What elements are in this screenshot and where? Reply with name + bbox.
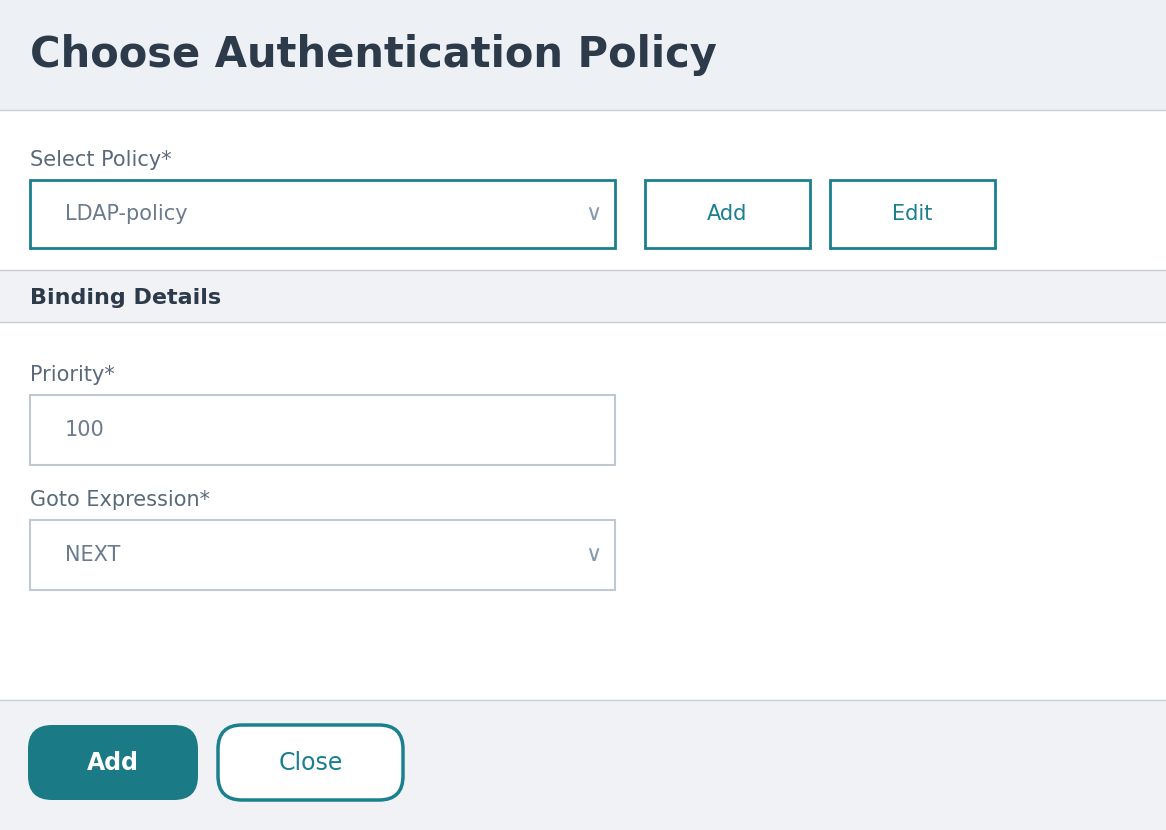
FancyBboxPatch shape	[830, 180, 995, 248]
FancyBboxPatch shape	[0, 0, 1166, 110]
Text: Choose Authentication Policy: Choose Authentication Policy	[30, 34, 717, 76]
Text: Edit: Edit	[892, 204, 933, 224]
Text: Add: Add	[87, 750, 139, 774]
Text: Goto Expression*: Goto Expression*	[30, 490, 210, 510]
FancyBboxPatch shape	[645, 180, 810, 248]
Text: Select Policy*: Select Policy*	[30, 150, 171, 170]
FancyBboxPatch shape	[30, 520, 614, 590]
FancyBboxPatch shape	[218, 725, 403, 800]
Text: Add: Add	[708, 204, 747, 224]
Text: Binding Details: Binding Details	[30, 288, 222, 308]
Text: ∨: ∨	[585, 204, 602, 224]
Text: ∨: ∨	[585, 545, 602, 565]
FancyBboxPatch shape	[0, 700, 1166, 830]
FancyBboxPatch shape	[30, 395, 614, 465]
Text: Priority*: Priority*	[30, 365, 114, 385]
Text: 100: 100	[65, 420, 105, 440]
FancyBboxPatch shape	[28, 725, 198, 800]
Text: Close: Close	[279, 750, 343, 774]
Text: LDAP-policy: LDAP-policy	[65, 204, 188, 224]
Text: NEXT: NEXT	[65, 545, 120, 565]
FancyBboxPatch shape	[0, 270, 1166, 322]
FancyBboxPatch shape	[30, 180, 614, 248]
